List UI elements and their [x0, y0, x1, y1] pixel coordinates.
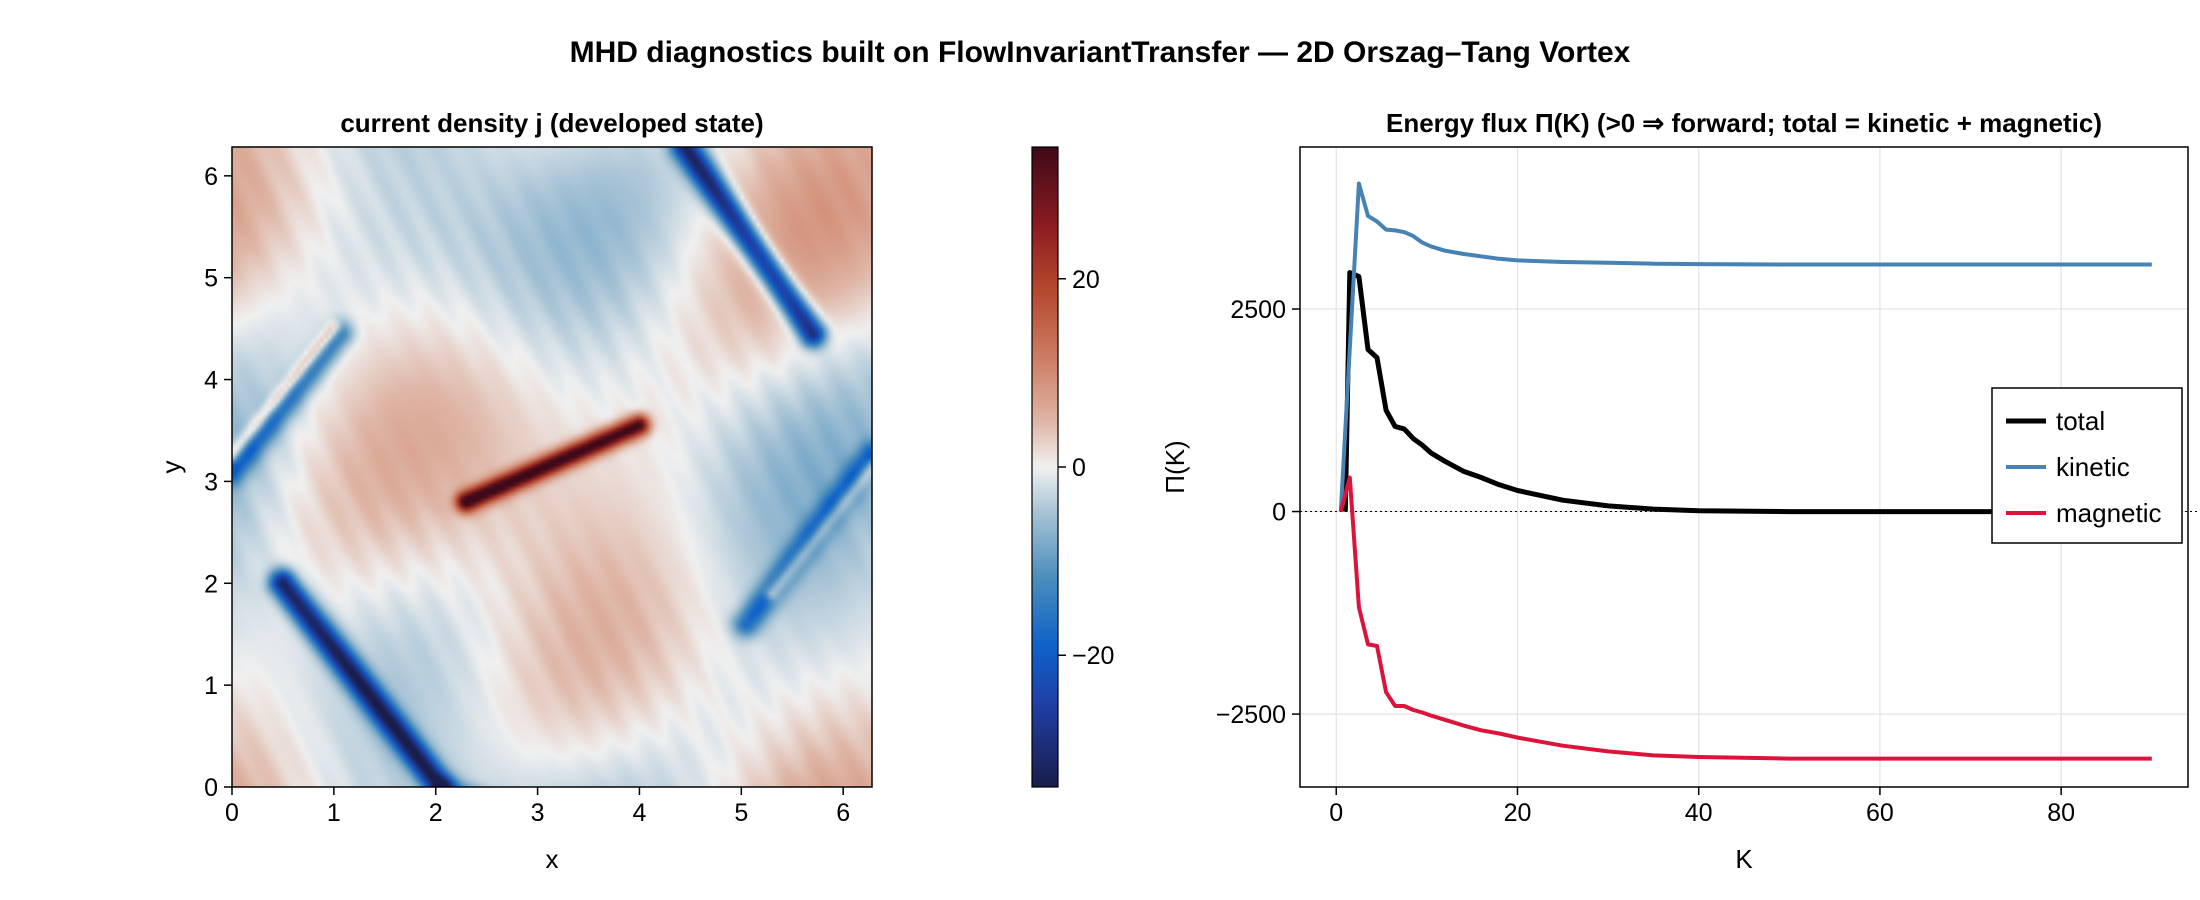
heatmap-x-ticks: 0 1 2 3 4 5 6: [225, 787, 850, 827]
colorbar-tick-label: −20: [1072, 642, 1114, 670]
flux-x-tick-label: 20: [1504, 799, 1532, 827]
flux-panel: Energy flux Π(K) (>0 ⇒ forward; total = …: [1160, 108, 2200, 874]
heatmap-y-tick-label: 2: [204, 570, 218, 598]
heatmap-y-tick-label: 4: [204, 367, 218, 395]
flux-x-label: K: [1735, 844, 1753, 874]
flux-x-tick-label: 40: [1685, 799, 1713, 827]
heatmap-y-tick-label: 0: [204, 774, 218, 802]
heatmap-x-tick-label: 0: [225, 799, 239, 827]
flux-y-label: Π(K): [1160, 440, 1190, 493]
flux-x-ticks: 0 20 40 60 80: [1329, 787, 2075, 827]
flux-frame: [1299, 146, 2189, 788]
flux-series: [1338, 181, 2152, 761]
series-line-magnetic: [1338, 475, 2152, 761]
legend: total kinetic magnetic: [1991, 387, 2183, 544]
heatmap-x-tick-label: 1: [327, 799, 341, 827]
heatmap-x-tick-label: 4: [632, 799, 646, 827]
heatmap-y-tick-label: 3: [204, 468, 218, 496]
heatmap-x-tick-label: 3: [531, 799, 545, 827]
flux-x-tick-label: 80: [2047, 799, 2075, 827]
flux-title: Energy flux Π(K) (>0 ⇒ forward; total = …: [1386, 108, 2102, 138]
flux-y-tick-label: 0: [1272, 499, 1286, 527]
colorbar: −20 0 20: [1031, 146, 1114, 788]
series-line-kinetic: [1338, 181, 2152, 512]
flux-y-tick-label: −2500: [1216, 701, 1286, 729]
heatmap-x-tick-label: 6: [836, 799, 850, 827]
current-density-heatmap: [232, 147, 872, 787]
colorbar-gradient: [1031, 146, 1059, 788]
legend-label-total: total: [2056, 406, 2105, 436]
heatmap-y-tick-label: 6: [204, 163, 218, 191]
heatmap-x-tick-label: 5: [734, 799, 748, 827]
figure-title: MHD diagnostics built on FlowInvariantTr…: [570, 36, 1631, 69]
heatmap-title: current density j (developed state): [340, 108, 763, 138]
heatmap-x-label: x: [546, 844, 559, 874]
heatmap-frame: [231, 146, 873, 788]
heatmap-y-ticks: 0 1 2 3 4 5 6: [204, 163, 232, 802]
colorbar-tick-label: 20: [1072, 266, 1100, 294]
legend-label-magnetic: magnetic: [2056, 498, 2162, 528]
heatmap-panel: current density j (developed state) 0 1 2 3…: [156, 108, 873, 874]
series-line-total: [1342, 270, 2152, 515]
heatmap-y-tick-label: 1: [204, 672, 218, 700]
colorbar-tick-label: 0: [1072, 454, 1086, 482]
heatmap-y-tick-label: 5: [204, 265, 218, 293]
flux-x-tick-label: 0: [1329, 799, 1343, 827]
legend-label-kinetic: kinetic: [2056, 452, 2130, 482]
colorbar-ticks: −20 0 20: [1058, 266, 1114, 670]
heatmap-y-label: y: [156, 461, 186, 474]
flux-y-ticks: −2500 0 2500: [1216, 296, 1300, 729]
flux-y-tick-label: 2500: [1230, 296, 1286, 324]
heatmap-x-tick-label: 2: [429, 799, 443, 827]
flux-x-tick-label: 60: [1866, 799, 1894, 827]
